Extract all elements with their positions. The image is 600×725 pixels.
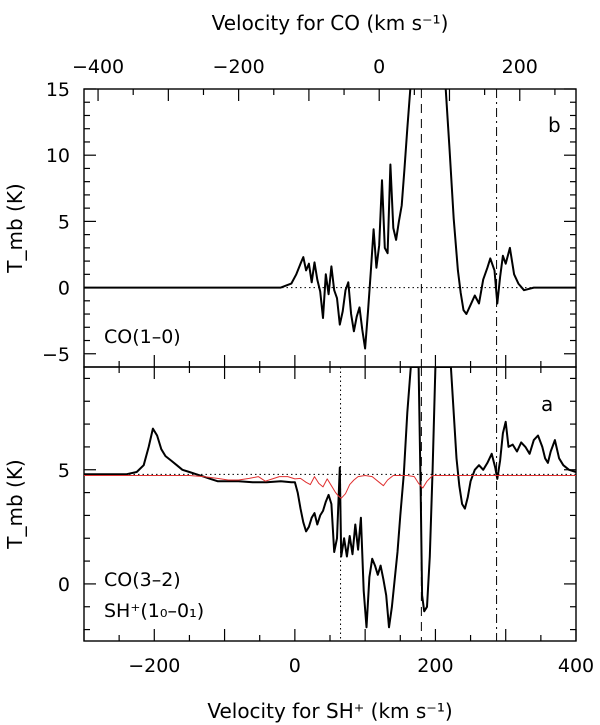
y-tick-label-panel-b: 15	[46, 79, 70, 101]
y-tick-label-panel-a: 5	[58, 460, 70, 482]
panel-a-series	[84, 367, 576, 629]
panel-a-series-line-0	[84, 367, 576, 629]
y-axis-title-panel-b: T_mb (K)	[3, 183, 27, 273]
y-tick-label-panel-b: 0	[58, 278, 70, 300]
top-tick-label: −400	[72, 56, 124, 78]
x-tick-label: 200	[417, 655, 453, 677]
panel-a-species-label-co: CO(3–2)	[104, 569, 181, 591]
panel-a-species-label-sh: SH⁺(1₀–0₁)	[104, 600, 204, 622]
top-tick-label: 200	[502, 56, 538, 78]
panel-a-letter: a	[541, 392, 553, 416]
panel-b-species-label: CO(1–0)	[104, 326, 181, 348]
ticks-layer: −200 0 200 400 −400 −200 0 200 −5 0 5 10 15 0 5	[42, 56, 594, 677]
x-tick-label: 400	[558, 655, 594, 677]
panel-b-series-line-0	[84, 89, 576, 350]
panel-b-series	[84, 89, 576, 350]
top-axis-title: Velocity for CO (km s⁻¹)	[212, 11, 449, 35]
y-tick-label-panel-b: 5	[58, 211, 70, 233]
panel-b-letter: b	[548, 113, 561, 137]
y-tick-label-panel-b: 10	[46, 145, 70, 167]
panel-a-series-line-1	[84, 475, 576, 499]
top-tick-label: 0	[373, 56, 385, 78]
x-tick-label: −200	[128, 655, 180, 677]
x-tick-label: 0	[289, 655, 301, 677]
y-tick-label-panel-a: 0	[58, 574, 70, 596]
top-tick-label: −200	[213, 56, 265, 78]
y-axis-title-panel-a: T_mb (K)	[3, 459, 27, 549]
bottom-axis-title: Velocity for SH⁺ (km s⁻¹)	[207, 699, 452, 723]
y-tick-label-panel-b: −5	[42, 344, 70, 366]
